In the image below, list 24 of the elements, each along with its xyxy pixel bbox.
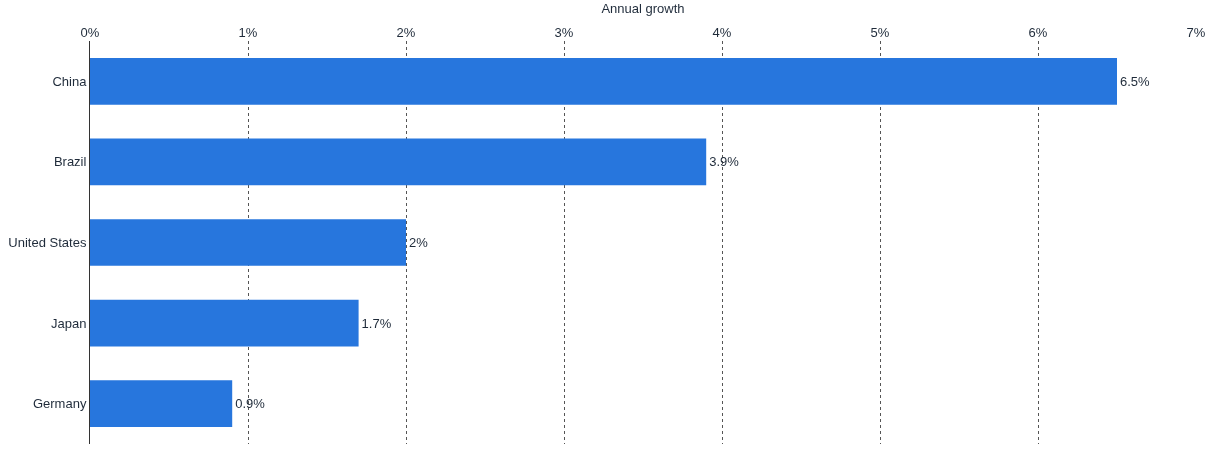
bar [90,219,406,266]
y-tick-label: Germany [32,396,87,412]
x-tick-label: 2% [396,25,416,41]
bar [90,380,233,428]
y-tick-label: Japan [50,315,87,331]
bar [90,57,1117,105]
data-label: 2% [409,235,429,250]
data-label: 6.5% [1120,73,1151,89]
x-tick-label: 1% [238,25,258,41]
x-axis-title: Annual growth [601,1,685,17]
data-label: 1.7% [361,315,392,331]
data-label: 0.9% [235,396,266,412]
y-tick-label: United States [8,235,87,251]
y-tick-label: China [52,73,88,89]
x-tick-label: 0% [80,25,100,41]
bar [90,299,359,347]
data-label: 3.9% [709,154,740,170]
bar [90,138,707,186]
x-tick-label: 5% [870,25,890,41]
x-tick-label: 6% [1028,25,1048,41]
y-tick-label: Brazil [53,154,87,170]
x-tick-label: 7% [1186,25,1206,41]
x-tick-label: 4% [712,25,732,41]
x-tick-label: 3% [554,25,574,41]
